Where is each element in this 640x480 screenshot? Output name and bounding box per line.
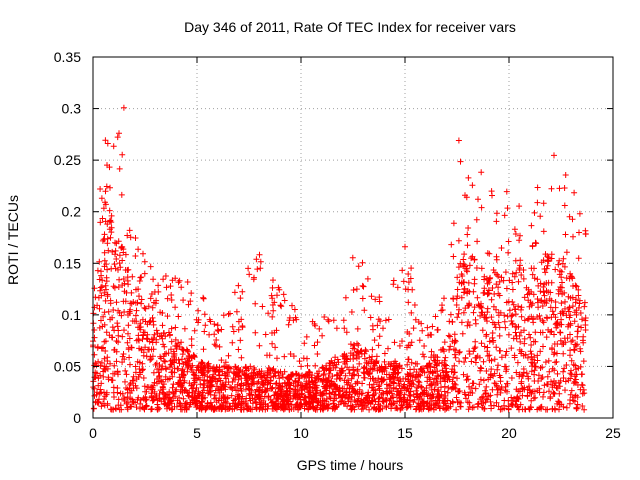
- y-tick-label: 0.2: [62, 204, 82, 220]
- y-tick-label: 0.35: [54, 49, 81, 65]
- chart-title: Day 346 of 2011, Rate Of TEC Index for r…: [184, 19, 516, 35]
- y-tick-label: 0.3: [62, 101, 82, 117]
- x-axis-label: GPS time / hours: [297, 457, 404, 473]
- y-tick-label: 0: [73, 410, 81, 426]
- y-tick-label: 0.1: [62, 307, 82, 323]
- y-tick-label: 0.15: [54, 255, 81, 271]
- data-points: [90, 104, 589, 413]
- plot-frame: [92, 56, 614, 419]
- x-tick-label: 0: [89, 425, 97, 441]
- x-tick-label: 20: [501, 425, 517, 441]
- y-axis-label: ROTI / TECUs: [5, 195, 21, 285]
- y-tick-label: 0.25: [54, 152, 81, 168]
- roti-plus-markers: [90, 104, 589, 413]
- x-tick-label: 15: [397, 425, 413, 441]
- axis-ticks: 0 5 10 15 20 25 0 0.05 0.1 0.15 0.2 0.25 0.3 0.35: [54, 49, 621, 441]
- x-tick-label: 5: [193, 425, 201, 441]
- x-tick-label: 10: [293, 425, 309, 441]
- x-tick-label: 25: [605, 425, 621, 441]
- y-tick-label: 0.05: [54, 358, 81, 374]
